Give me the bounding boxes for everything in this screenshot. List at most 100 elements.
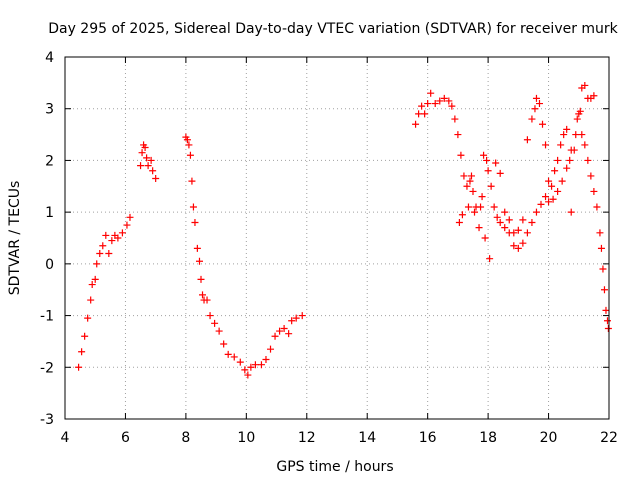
data-point [193,244,201,252]
data-point [185,141,193,149]
data-point [566,156,574,164]
data-point [421,110,429,118]
data-point [114,234,122,242]
data-point [528,115,536,123]
data-point [554,187,562,195]
data-point [203,296,211,304]
data-point [199,291,207,299]
data-point [445,97,453,105]
data-point [560,131,568,139]
data-point [147,156,155,164]
data-point [267,345,275,353]
data-point [108,237,116,245]
data-point [492,159,500,167]
data-point [215,327,223,335]
data-point [496,218,504,226]
data-point [463,182,471,190]
data-point [510,229,518,237]
x-tick-label: 16 [419,430,437,446]
data-point [123,221,131,229]
data-point [241,366,249,374]
data-point [557,141,565,149]
data-point [542,193,550,201]
plot-frame [64,56,610,420]
data-point [563,164,571,172]
data-point [141,144,149,151]
series-segment-2 [137,141,160,183]
data-point [539,120,547,128]
data-point [99,242,107,250]
data-point [457,151,465,159]
data-point [563,125,571,133]
data-point [578,131,586,139]
data-point [490,203,498,211]
data-point [464,203,472,211]
data-point [603,317,611,325]
data-point [480,151,488,159]
series-segment-1 [75,213,134,371]
data-point [271,332,279,340]
x-tick-label: 10 [237,430,255,446]
data-point [604,325,612,332]
data-point [126,213,134,221]
x-tick-label: 8 [181,430,190,446]
data-point [483,156,491,164]
data-point [186,151,194,159]
data-point [424,100,432,108]
data-point [587,172,595,180]
data-point [581,81,589,89]
data-point [292,314,300,322]
data-point [493,213,501,221]
data-point [257,361,265,369]
data-point [590,92,598,100]
data-point [593,203,601,211]
data-point [501,224,509,232]
data-point [84,314,92,322]
data-point [584,156,592,164]
y-tick-label: 0 [45,257,54,273]
x-tick-label: 6 [121,430,130,446]
data-point [572,131,580,139]
data-point [558,177,566,185]
chart-title: Day 295 of 2025, Sidereal Day-to-day VTE… [48,21,618,37]
data-point [183,136,191,144]
data-point [532,208,540,216]
data-point [280,325,288,332]
y-tick-label: 1 [45,205,54,221]
data-point [514,244,522,252]
y-axis-title: SDTVAR / TECUs [7,181,23,296]
data-point [412,120,420,128]
data-point [152,175,160,183]
x-tick-label: 4 [61,430,70,446]
data-point [418,102,426,110]
data-point [581,141,589,149]
data-point [478,193,486,201]
data-point [189,203,197,211]
data-point [590,187,598,195]
data-point [251,361,259,369]
series-segment-3 [182,133,306,379]
data-point [91,275,99,283]
x-tick-label: 18 [479,430,497,446]
grid [65,57,609,419]
data-point [436,97,444,105]
data-point [188,177,196,185]
data-point [247,363,255,371]
data-point [236,358,244,366]
x-axis-title: GPS time / hours [276,459,393,475]
data-point [542,141,550,149]
data-point [554,156,562,164]
data-point [88,281,96,289]
data-point [448,102,456,110]
data-point [105,250,113,258]
data-point [510,242,518,250]
data-point [519,216,527,224]
data-point [118,229,126,237]
data-point [501,208,509,216]
data-point [206,312,214,320]
data-point [523,136,531,144]
data-point [486,255,494,263]
data-point [81,332,89,340]
x-tick-label: 12 [298,430,316,446]
y-tick-label: 2 [45,153,54,169]
